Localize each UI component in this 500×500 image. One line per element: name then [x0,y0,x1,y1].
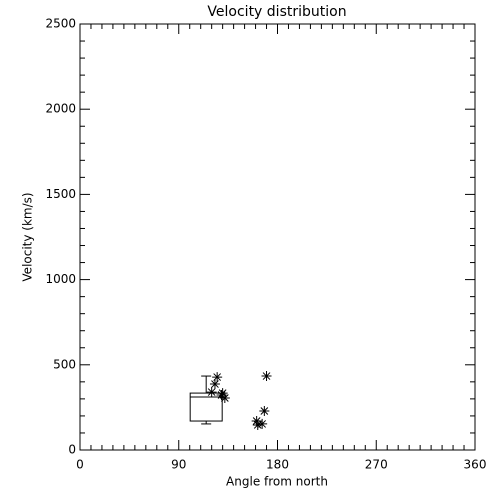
plot-frame [79,23,476,451]
y-tick-label: 0 [68,443,76,457]
x-tick-label: 0 [76,458,84,472]
point [209,379,220,390]
x-tick-label: 90 [171,458,186,472]
y-tick-label: 500 [53,357,76,371]
point [251,416,262,427]
y-axis-label: Velocity (km/s) [21,192,35,281]
point [261,371,272,382]
y-tick-label: 1000 [45,272,76,286]
chart-title: Velocity distribution [207,4,346,20]
point [252,419,263,430]
point [259,405,270,416]
x-tick-label: 270 [365,458,388,472]
x-axis-label: Angle from north [226,475,328,489]
point [257,418,268,429]
y-tick-label: 1500 [45,187,76,201]
point [217,388,228,399]
point [219,393,230,404]
y-tick-label: 2500 [45,17,76,31]
x-tick-label: 360 [464,458,487,472]
point [212,372,223,383]
y-tick-label: 2000 [45,102,76,116]
box [189,392,223,422]
point [206,387,217,398]
x-tick-label: 180 [266,458,289,472]
